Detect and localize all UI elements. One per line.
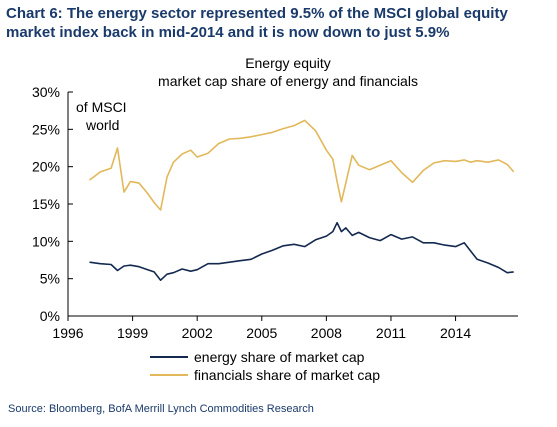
legend: energy share of market cap financials sha… [150,349,380,383]
axes: 0% 5% 10% 15% 20% 25% 30% 1996 1999 2002 2005 2008 2… [32,84,518,341]
x-tick-label: 1996 [52,325,83,341]
y-axis-label-line-2: world [85,117,119,133]
x-tick-label: 2002 [182,325,213,341]
y-tick-label: 25% [32,121,60,137]
y-tick-label: 20% [32,159,60,175]
x-tick-label: 1999 [117,325,148,341]
x-tick-label: 2008 [311,325,342,341]
chart-title: Energy equity [245,55,331,71]
y-tick-label: 15% [32,196,60,212]
y-axis-label-line-1: of MSCI [76,99,127,115]
chart-area: Energy equity market cap share of energy… [0,50,557,400]
y-tick-label: 30% [32,84,60,100]
x-tick-label: 2014 [440,325,471,341]
series-line-financials [89,119,515,211]
series-layer [89,119,515,281]
x-tick-label: 2005 [246,325,277,341]
line-chart: Energy equity market cap share of energy… [32,55,518,383]
x-tick-label: 2011 [376,325,406,341]
y-tick-label: 0% [40,308,60,324]
y-tick-label: 10% [32,233,60,249]
legend-label-energy: energy share of market cap [194,349,365,365]
source-note: Source: Bloomberg, BofA Merrill Lynch Co… [8,403,314,415]
series-line-energy [89,221,514,281]
y-tick-label: 5% [40,271,60,287]
chart-heading: Chart 6: The energy sector represented 9… [6,5,508,41]
chart-subtitle: market cap share of energy and financial… [158,73,418,89]
legend-label-financials: financials share of market cap [194,367,380,383]
